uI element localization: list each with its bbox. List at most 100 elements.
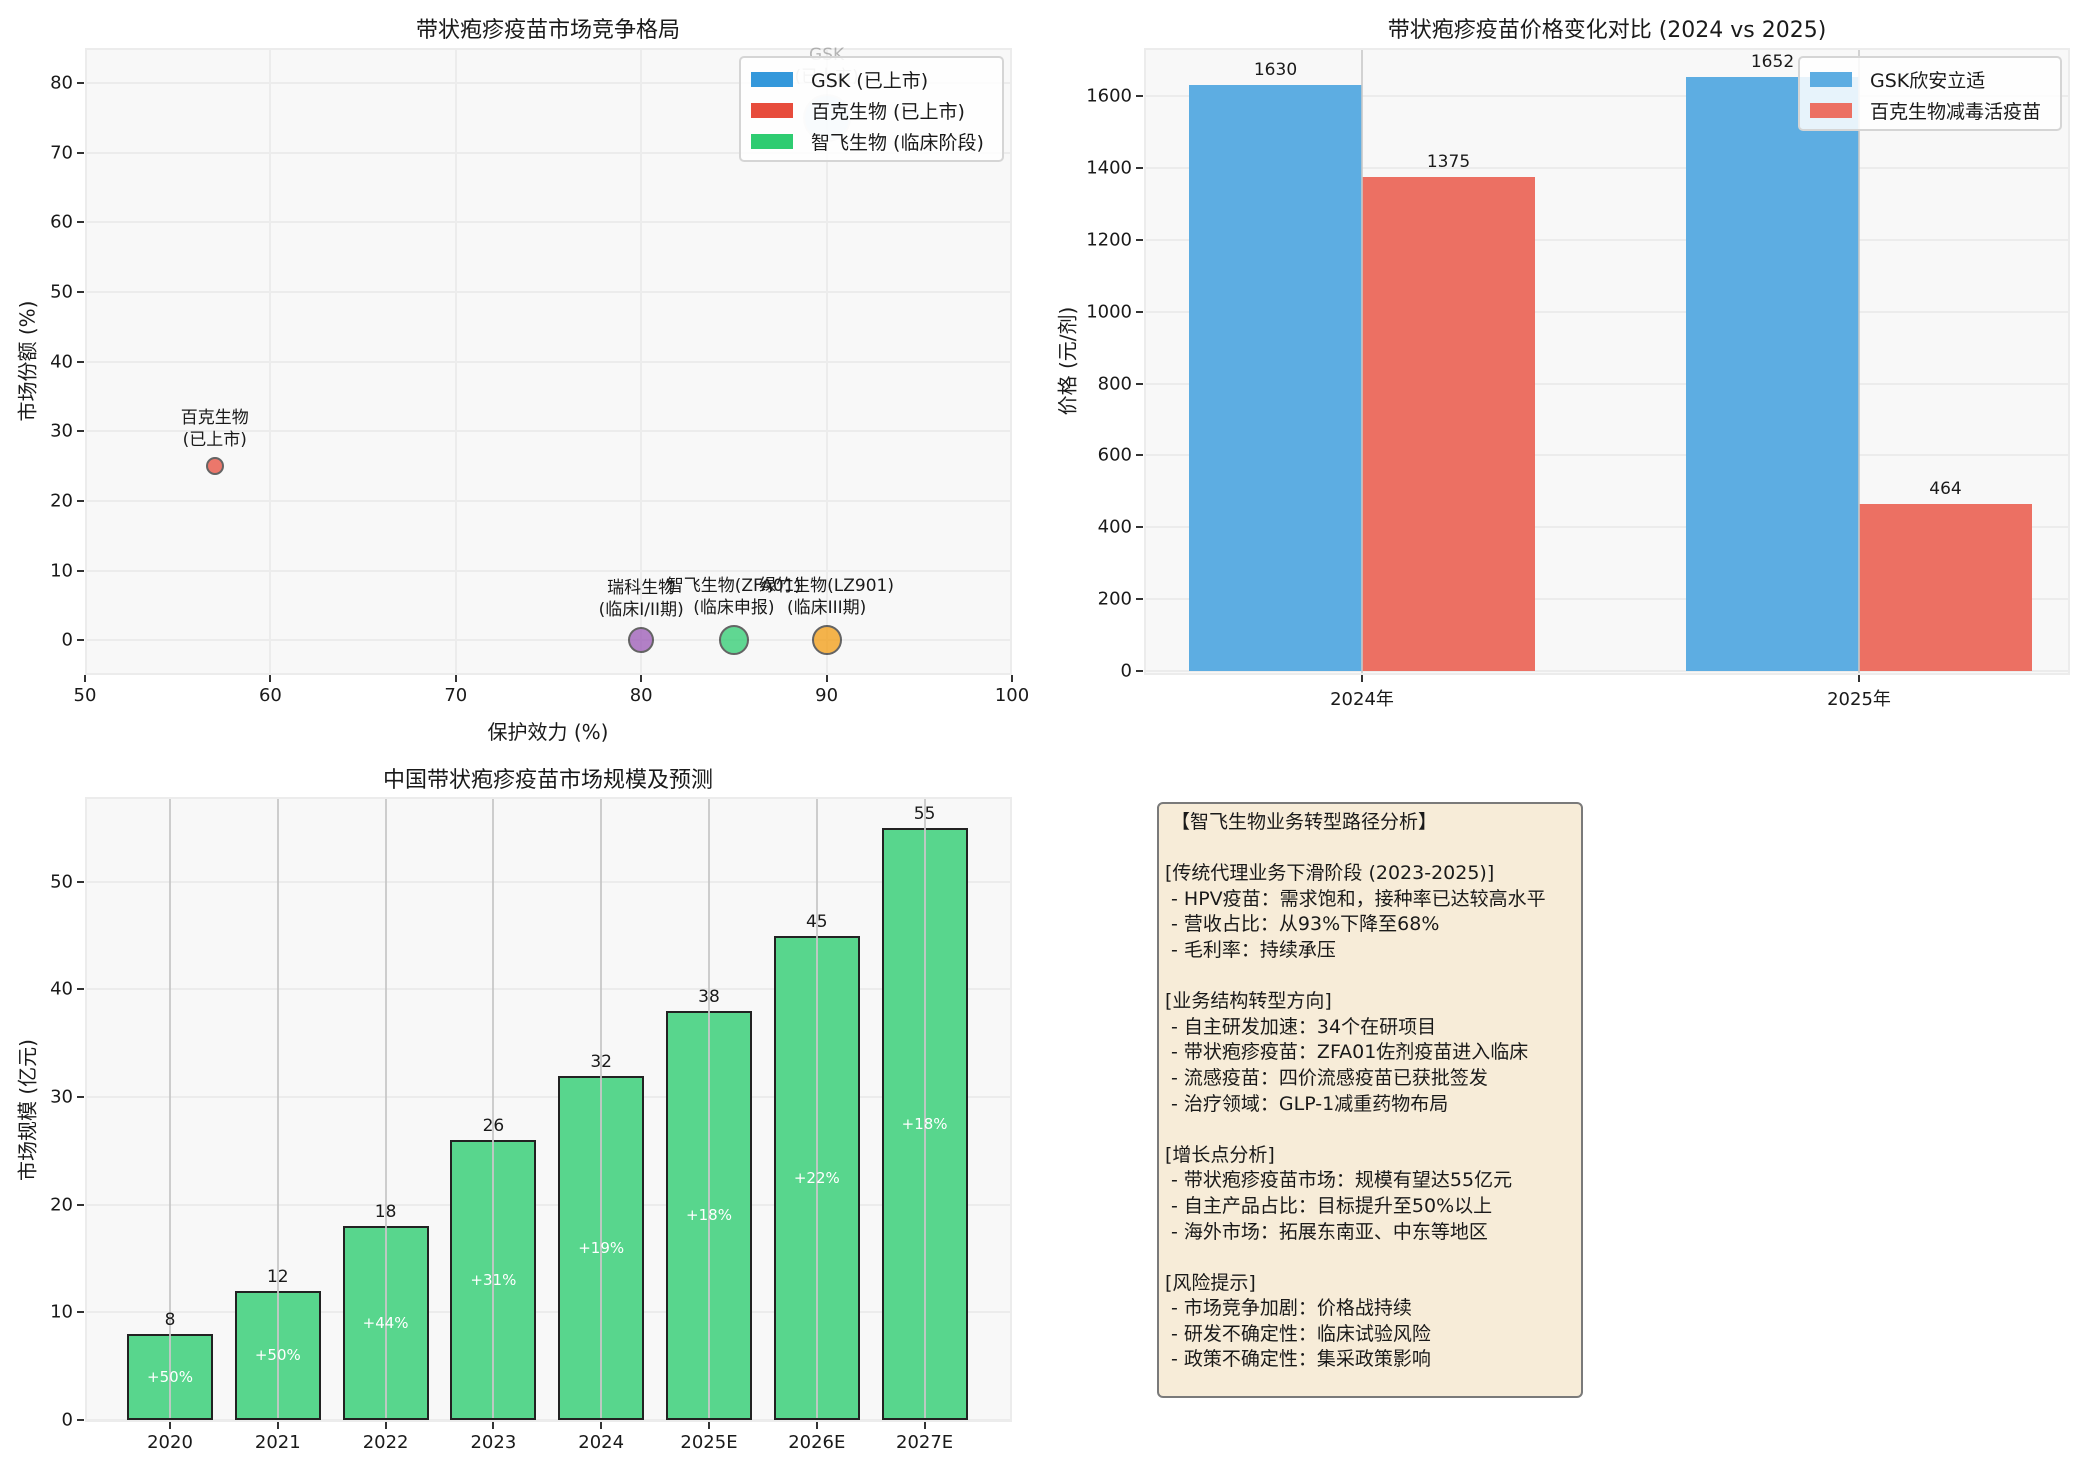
y-tick-mark — [77, 880, 84, 883]
bar — [1189, 85, 1362, 671]
legend-item: GSK (已上市) — [751, 64, 992, 95]
point-status: (临床III期) — [786, 598, 867, 619]
bar-value-label: 1652 — [1750, 52, 1795, 73]
point-label: 绿竹生物(LZ901) (临床III期) — [759, 575, 894, 619]
y-tick-label: 80 — [50, 72, 73, 94]
x-tick-mark — [492, 1422, 495, 1429]
bar-value-label: 32 — [590, 1051, 613, 1072]
y-tick-mark — [77, 360, 84, 363]
y-tick-label: 0 — [61, 1409, 73, 1431]
legend-label: 智飞生物 (临床阶段) — [811, 132, 984, 154]
grid-line — [1146, 95, 2068, 97]
bar-value-label: 26 — [482, 1116, 505, 1137]
x-tick-mark — [708, 1422, 710, 1429]
data-point — [628, 627, 655, 654]
y-tick-mark — [77, 151, 84, 154]
grid-line — [825, 50, 828, 673]
grid-line — [87, 290, 1010, 293]
y-tick-mark — [77, 499, 84, 502]
grid-line — [87, 988, 1010, 991]
growth-label: +44% — [362, 1314, 409, 1333]
growth-label: +31% — [470, 1271, 517, 1290]
y-tick-label: 20 — [50, 490, 73, 512]
x-tick-mark — [454, 675, 457, 682]
growth-label: +18% — [901, 1115, 948, 1133]
y-tick-label: 20 — [50, 1194, 73, 1216]
point-status: (临床I/II期) — [598, 600, 684, 621]
x-tick-label: 50 — [73, 685, 97, 706]
x-tick-label: 2026E — [788, 1432, 846, 1453]
x-tick-mark — [815, 1422, 818, 1429]
x-tick-mark — [600, 1422, 603, 1429]
y-tick-label: 1200 — [1086, 229, 1132, 251]
growth-label: +19% — [578, 1238, 625, 1257]
grid-line — [269, 50, 272, 673]
y-tick-label: 200 — [1097, 588, 1132, 610]
x-tick-mark — [825, 675, 828, 682]
point-status: (已上市) — [182, 429, 247, 450]
y-tick-label: 60 — [50, 211, 73, 233]
legend-swatch — [751, 134, 793, 149]
plot-area — [85, 797, 1012, 1422]
grid-line — [87, 499, 1010, 502]
bar-value-label: 12 — [266, 1266, 289, 1287]
y-tick-label: 10 — [50, 560, 73, 581]
y-tick-mark — [1136, 166, 1143, 169]
point-status: (临床申报) — [693, 598, 775, 619]
legend-label: 百克生物 (已上市) — [811, 101, 965, 123]
y-tick-label: 50 — [50, 281, 73, 303]
x-tick-mark — [923, 1422, 926, 1429]
legend-swatch — [751, 72, 793, 87]
y-tick-label: 10 — [50, 1301, 73, 1323]
grid-line — [1146, 670, 2068, 672]
legend-item: 百克生物减毒活疫苗 — [1810, 95, 2050, 126]
grid-line — [1146, 382, 2068, 385]
analysis-textbox: 【智飞生物业务转型路径分析】 [传统代理业务下滑阶段 (2023-2025)] … — [1157, 802, 1583, 1398]
y-tick-mark — [77, 290, 84, 293]
data-point — [718, 625, 749, 656]
bar — [1686, 77, 1859, 671]
x-tick-mark — [276, 1422, 279, 1429]
growth-label: +50% — [147, 1367, 193, 1386]
y-tick-label: 0 — [1120, 660, 1132, 682]
y-tick-label: 50 — [50, 871, 73, 893]
data-point — [811, 625, 842, 656]
growth-label: +50% — [254, 1346, 301, 1365]
y-tick-label: 0 — [61, 629, 73, 651]
y-tick-mark — [77, 988, 84, 991]
chart-title: 带状疱疹疫苗市场竞争格局 — [415, 18, 681, 43]
y-tick-mark — [1136, 95, 1143, 97]
grid-line — [87, 1096, 1010, 1099]
x-tick-label: 90 — [815, 685, 839, 706]
legend-item: 智飞生物 (临床阶段) — [751, 126, 992, 157]
x-tick-label: 70 — [444, 685, 468, 706]
legend-swatch — [751, 103, 793, 118]
grid-line — [276, 799, 279, 1418]
y-tick-label: 40 — [50, 978, 73, 1000]
chart-title: 中国带状疱疹疫苗市场规模及预测 — [382, 768, 714, 793]
grid-line — [1146, 526, 2068, 529]
y-tick-label: 70 — [50, 142, 73, 163]
grid-line — [87, 1203, 1010, 1206]
x-tick-label: 2025年 — [1827, 689, 1891, 710]
y-tick-label: 30 — [50, 420, 73, 442]
y-tick-mark — [77, 430, 84, 433]
legend-item: 百克生物 (已上市) — [751, 95, 992, 126]
grid-line — [87, 639, 1010, 642]
grid-line — [1146, 598, 2068, 601]
bar-value-label: 38 — [698, 986, 720, 1007]
y-tick-label: 400 — [1097, 516, 1132, 538]
legend-label: GSK (已上市) — [811, 70, 929, 92]
legend-item: GSK欣安立适 — [1810, 64, 2050, 95]
x-tick-label: 60 — [258, 685, 282, 706]
point-name: 百克生物 — [180, 407, 249, 428]
point-name: 智飞生物(ZFA01) — [666, 575, 802, 596]
x-tick-mark — [384, 1422, 387, 1429]
grid-line — [87, 1311, 1010, 1314]
bar-value-label: 18 — [374, 1202, 397, 1223]
bar-value-label: 1375 — [1426, 151, 1471, 172]
bar-value-label: 55 — [913, 803, 936, 824]
grid-line — [600, 799, 603, 1418]
legend-label: 百克生物减毒活疫苗 — [1870, 101, 2042, 123]
legend-label: GSK欣安立适 — [1870, 70, 1986, 92]
